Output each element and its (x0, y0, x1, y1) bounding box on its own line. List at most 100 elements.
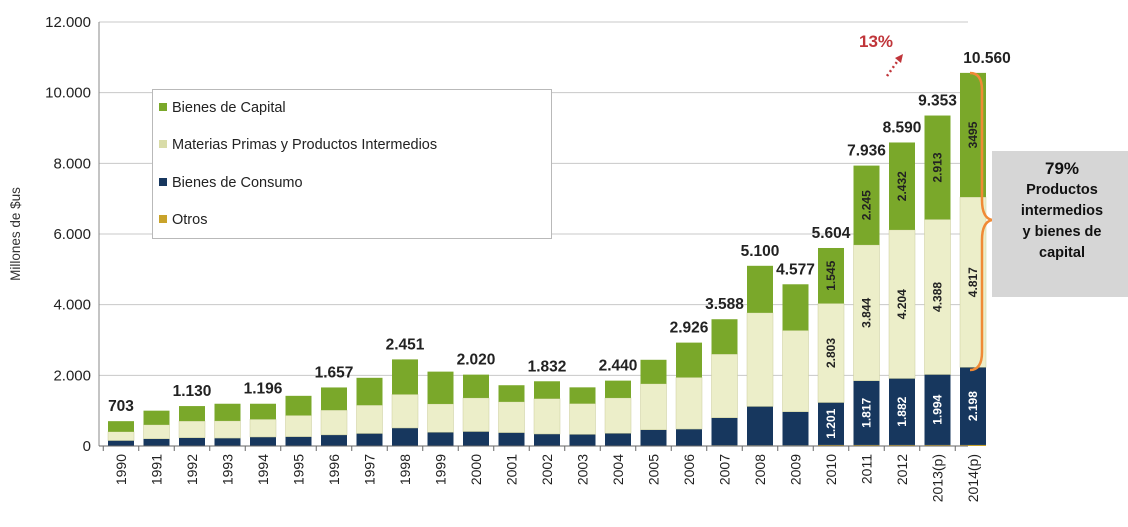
bar-segment-consumo (782, 411, 809, 446)
bar-segment-materias (356, 404, 383, 434)
segment-label-consumo: 1.817 (860, 397, 874, 427)
legend: Bienes de Capital Materias Primas y Prod… (152, 89, 552, 239)
segment-label-capital: 2.432 (895, 171, 909, 201)
bar-segment-materias (391, 394, 419, 429)
segment-label-capital: 3495 (966, 121, 980, 148)
bar-segment-capital (356, 377, 383, 406)
total-label: 3.588 (705, 296, 744, 313)
x-tick-label: 1991 (149, 454, 165, 485)
bar-segment-consumo (250, 436, 276, 446)
y-tick-label: 0 (83, 438, 91, 455)
bar-segment-capital (782, 284, 809, 331)
bar-segment-otros (853, 444, 880, 446)
legend-item-capital: Bienes de Capital (159, 100, 286, 116)
bar-segment-consumo (143, 438, 170, 446)
x-tick-label: 2004 (610, 454, 626, 485)
x-tick-label: 2007 (717, 454, 733, 485)
bar-segment-capital (534, 381, 560, 399)
y-tick-label: 2.000 (53, 367, 91, 384)
bar-segment-capital (143, 410, 170, 425)
summary-percent: 79% (1044, 159, 1080, 178)
bar-segment-materias (711, 353, 738, 418)
bar-segment-consumo (179, 437, 205, 446)
data-labels: 703 1.130 1.196 1.657 2.451 2.020 1.832 2.440 2.… (108, 50, 1011, 439)
segment-label-consumo: 1.201 (824, 408, 838, 438)
total-label: 4.577 (776, 261, 815, 278)
bar-segment-materias (249, 419, 277, 438)
total-label: 9.353 (918, 93, 957, 110)
legend-swatch-otros (159, 215, 167, 224)
bar-segment-consumo (640, 429, 667, 446)
segment-label-materias: 4.204 (895, 289, 909, 319)
y-tick-label: 4.000 (53, 297, 91, 314)
bar-segment-consumo (214, 438, 241, 446)
bar-segment-materias (427, 403, 454, 433)
bar-segment-consumo (569, 434, 596, 446)
segment-label-materias: 3.844 (860, 297, 874, 327)
bar-segment-consumo (818, 402, 844, 445)
total-label: 1.657 (315, 364, 354, 381)
bar-segment-materias (569, 403, 596, 435)
bar-segment-capital (640, 359, 667, 384)
x-tick-label: 2010 (823, 454, 839, 485)
legend-swatch-materias (159, 140, 167, 149)
total-label: 5.604 (812, 225, 851, 242)
bar-segment-materias (853, 244, 880, 381)
bar-segment-capital (676, 342, 702, 378)
bar-segment-materias (285, 415, 312, 437)
x-tick-label: 2003 (575, 454, 591, 485)
x-tick-label: 2000 (468, 454, 484, 485)
summary-box: 79% Productos intermedios y bienes de ca… (992, 151, 1128, 297)
bar-segment-consumo (285, 436, 312, 446)
summary-line-1: Productos (1026, 182, 1098, 198)
x-tick-label: 1993 (220, 454, 236, 485)
bar-segment-consumo (321, 434, 347, 446)
bar-segment-materias (462, 397, 490, 432)
x-tick-label: 2014(p) (965, 454, 981, 502)
bar-segment-consumo (924, 374, 951, 445)
bar-segment-otros (960, 444, 986, 446)
bar-segment-capital (924, 115, 951, 220)
bar-segment-consumo (889, 378, 915, 445)
total-label: 2.451 (386, 336, 425, 353)
bar-segment-materias (924, 219, 951, 375)
legend-label-materias: Materias Primas y Productos Intermedios (172, 137, 438, 153)
total-label: 1.130 (173, 383, 212, 400)
total-label: 1.196 (244, 381, 283, 398)
bar-segment-materias (604, 397, 632, 434)
legend-item-otros: Otros (159, 212, 207, 228)
growth-label: 13% (859, 32, 893, 51)
summary-line-3: y bienes de (1022, 224, 1102, 240)
bar-segment-capital (321, 387, 347, 411)
x-tick-label: 1995 (291, 454, 307, 485)
bar-segment-consumo (463, 431, 489, 446)
bar-segment-materias (817, 303, 845, 403)
x-tick-label: 1997 (362, 454, 378, 485)
segment-label-capital: 2.245 (860, 190, 874, 220)
bar-segment-capital (818, 247, 844, 304)
bar-segment-capital (427, 371, 454, 404)
x-tick-label: 2012 (894, 454, 910, 485)
bar-segment-materias (320, 409, 348, 436)
total-label: 5.100 (741, 243, 780, 260)
x-tick-label: 1994 (255, 454, 271, 485)
total-label: 2.440 (599, 358, 638, 375)
bar-segment-capital (214, 403, 241, 421)
legend-swatch-capital (159, 103, 167, 112)
x-tick-label: 2009 (788, 454, 804, 485)
x-tick-label: 1992 (184, 454, 200, 485)
x-tick-label: 2006 (681, 454, 697, 485)
bar-segment-capital (711, 319, 738, 355)
bar-segment-materias (782, 330, 809, 412)
bar-segment-capital (285, 395, 312, 416)
bar-segment-consumo (605, 433, 631, 446)
total-label: 2.926 (670, 320, 709, 337)
bar-segment-capital (889, 142, 915, 230)
x-tick-label: 2008 (752, 454, 768, 485)
bar-segment-consumo (960, 367, 986, 445)
bar-segment-capital (179, 406, 205, 422)
bar-segment-consumo (711, 417, 738, 446)
x-tick-label: 1999 (433, 454, 449, 485)
x-tick-label: 1996 (326, 454, 342, 485)
